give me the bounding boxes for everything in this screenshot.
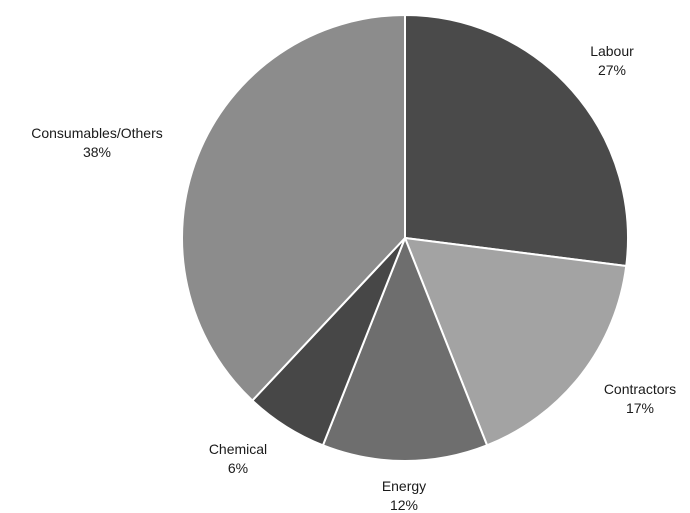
pie-slice-consumables-others <box>181 13 406 402</box>
pie-label-chemical: Chemical 6% <box>209 441 267 476</box>
pie-label-name: Labour <box>590 43 634 59</box>
pie-label-name: Contractors <box>604 381 676 397</box>
pie-label-percent: 6% <box>228 460 248 476</box>
pie-label-percent: 27% <box>598 62 626 78</box>
pie-slice-energy <box>321 235 489 462</box>
pie-label-contractors: Contractors 17% <box>604 381 676 416</box>
pie-label-labour: Labour 27% <box>590 43 634 78</box>
pie-label-name: Energy <box>382 478 426 494</box>
pie-labels: Labour 27% Contractors 17% Energy 12% Chemical… <box>31 43 676 513</box>
pie-label-name: Consumables/Others <box>31 125 163 141</box>
pie-slice-labour <box>404 13 629 268</box>
pie-label-percent: 38% <box>83 144 111 160</box>
pie-slice-contractors <box>403 236 628 447</box>
pie-label-consumables-others: Consumables/Others 38% <box>31 125 163 160</box>
pie-label-percent: 17% <box>626 400 654 416</box>
pie-label-name: Chemical <box>209 441 267 457</box>
pie-label-percent: 12% <box>390 497 418 513</box>
pie-slices <box>181 13 629 462</box>
pie-label-energy: Energy 12% <box>382 478 426 513</box>
